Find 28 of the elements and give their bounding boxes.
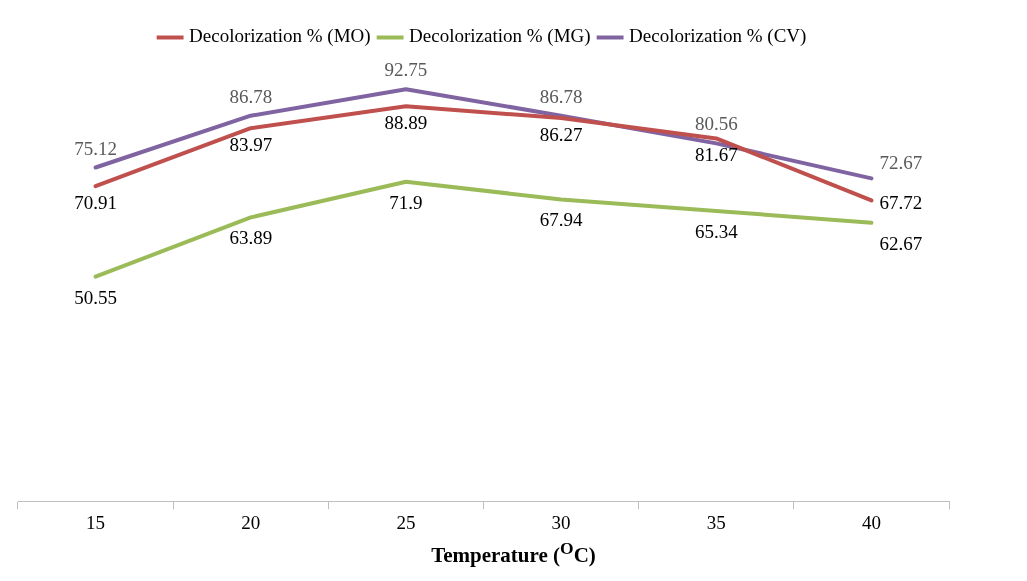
data-label: 86.78 <box>539 85 583 107</box>
x-tick-label: 15 <box>86 511 106 533</box>
legend-label: Decolorization % (MO) <box>189 25 371 48</box>
data-label: 67.94 <box>539 209 583 231</box>
x-tick-label: 30 <box>551 511 571 533</box>
data-label: 70.91 <box>74 192 117 214</box>
data-label: 92.75 <box>384 59 428 81</box>
data-label: 50.55 <box>74 286 117 308</box>
legend-label: Decolorization % (CV) <box>629 25 807 48</box>
data-label: 81.67 <box>694 144 738 166</box>
data-label: 88.89 <box>384 112 428 134</box>
data-label: 67.72 <box>879 192 923 214</box>
data-label: 86.27 <box>539 123 583 145</box>
data-label: 71.9 <box>389 191 423 213</box>
data-label: 62.67 <box>879 232 923 254</box>
data-label: 80.56 <box>694 113 738 135</box>
data-label: 86.78 <box>229 85 273 107</box>
data-label: 63.89 <box>229 227 273 249</box>
x-tick-label: 25 <box>396 511 416 533</box>
data-label: 72.67 <box>879 152 923 174</box>
data-label: 65.34 <box>694 220 739 242</box>
x-tick-label: 40 <box>861 511 881 533</box>
data-label: 75.12 <box>74 137 117 159</box>
x-axis-title: Temperature ($^{O}$C) <box>430 538 597 568</box>
x-tick-label: 35 <box>706 511 726 533</box>
legend-label: Decolorization % (MG) <box>409 25 591 48</box>
x-tick-label: 20 <box>241 511 261 533</box>
data-label: 83.97 <box>229 134 273 156</box>
